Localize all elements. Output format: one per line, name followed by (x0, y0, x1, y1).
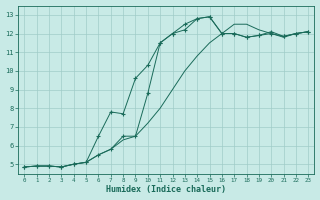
X-axis label: Humidex (Indice chaleur): Humidex (Indice chaleur) (106, 185, 226, 194)
